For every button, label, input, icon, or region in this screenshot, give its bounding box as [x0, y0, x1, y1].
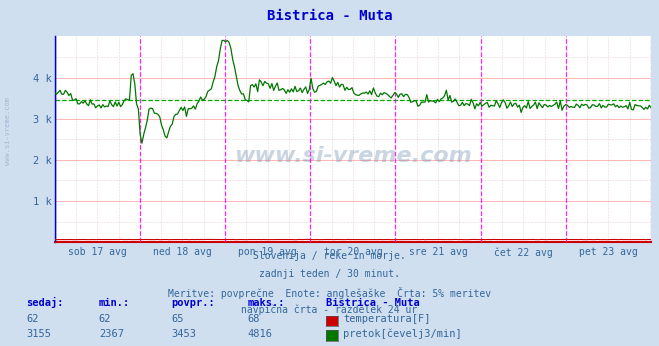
Text: min.:: min.: — [99, 298, 130, 308]
Text: Bistrica - Muta: Bistrica - Muta — [267, 9, 392, 22]
Text: povpr.:: povpr.: — [171, 298, 215, 308]
Text: 62: 62 — [99, 315, 111, 325]
Text: 65: 65 — [171, 315, 184, 325]
Text: pretok[čevelj3/min]: pretok[čevelj3/min] — [343, 329, 462, 339]
Text: Bistrica - Muta: Bistrica - Muta — [326, 298, 420, 308]
Text: 2367: 2367 — [99, 329, 124, 339]
Text: www.si-vreme.com: www.si-vreme.com — [5, 98, 11, 165]
Text: zadnji teden / 30 minut.: zadnji teden / 30 minut. — [259, 269, 400, 279]
Text: 3155: 3155 — [26, 329, 51, 339]
Text: maks.:: maks.: — [247, 298, 285, 308]
Text: 68: 68 — [247, 315, 260, 325]
Text: 4816: 4816 — [247, 329, 272, 339]
Text: 3453: 3453 — [171, 329, 196, 339]
Text: 62: 62 — [26, 315, 39, 325]
Text: Slovenija / reke in morje.: Slovenija / reke in morje. — [253, 251, 406, 261]
Text: temperatura[F]: temperatura[F] — [343, 315, 431, 325]
Text: www.si-vreme.com: www.si-vreme.com — [234, 146, 472, 166]
Text: navpična črta - razdelek 24 ur: navpična črta - razdelek 24 ur — [241, 305, 418, 315]
Text: sedaj:: sedaj: — [26, 297, 64, 308]
Text: Meritve: povprečne  Enote: anglešaške  Črta: 5% meritev: Meritve: povprečne Enote: anglešaške Črt… — [168, 287, 491, 299]
